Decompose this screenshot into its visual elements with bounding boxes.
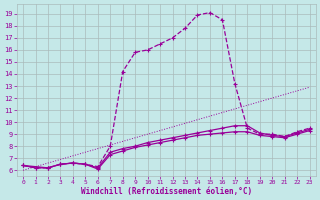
X-axis label: Windchill (Refroidissement éolien,°C): Windchill (Refroidissement éolien,°C) <box>81 187 252 196</box>
